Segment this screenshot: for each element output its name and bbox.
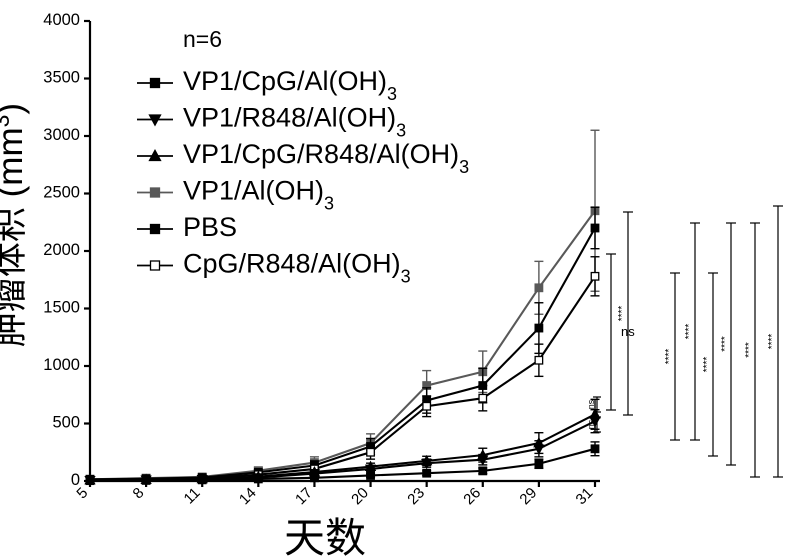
svg-text:2500: 2500 [43, 184, 80, 202]
svg-text:PBS: PBS [183, 212, 237, 242]
svg-text:1000: 1000 [43, 356, 80, 374]
svg-text:****: **** [617, 306, 628, 322]
svg-text:ns: ns [586, 399, 596, 409]
svg-text:4000: 4000 [43, 11, 80, 29]
svg-text:2000: 2000 [43, 241, 80, 259]
svg-text:****: **** [664, 349, 675, 365]
svg-text:ns: ns [586, 419, 596, 429]
svg-text:3500: 3500 [43, 69, 80, 87]
svg-text:肿瘤体积 (mm3): 肿瘤体积 (mm3) [0, 103, 30, 347]
svg-text:3000: 3000 [43, 126, 80, 144]
svg-text:****: **** [767, 334, 778, 350]
svg-text:500: 500 [52, 414, 80, 432]
svg-text:****: **** [702, 357, 713, 373]
svg-text:天数: 天数 [284, 515, 366, 560]
svg-text:****: **** [684, 324, 695, 340]
svg-text:****: **** [720, 336, 731, 352]
svg-text:****: **** [744, 342, 755, 358]
svg-text:n=6: n=6 [183, 26, 222, 52]
svg-text:1500: 1500 [43, 299, 80, 317]
